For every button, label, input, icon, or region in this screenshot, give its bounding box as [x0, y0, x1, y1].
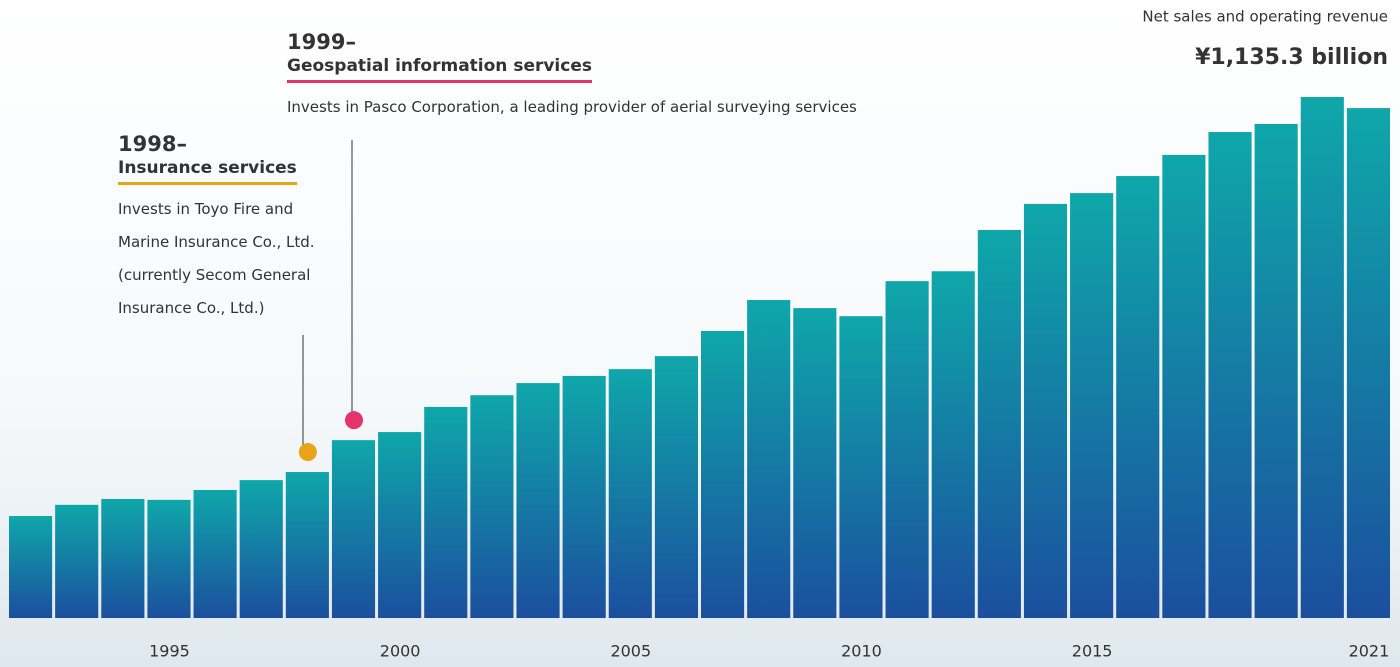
bar	[977, 229, 1021, 618]
bar	[147, 499, 191, 618]
bar	[239, 480, 283, 618]
x-tick-label: 2005	[610, 642, 651, 661]
bar	[562, 375, 606, 618]
bar	[101, 498, 145, 618]
bar	[331, 440, 376, 618]
bar	[747, 300, 791, 618]
bar	[55, 504, 99, 618]
bar	[608, 369, 652, 618]
bar	[654, 356, 698, 618]
bar	[839, 316, 883, 618]
chart-title: Net sales and operating revenue	[1142, 8, 1388, 26]
bar	[931, 271, 975, 618]
bar	[701, 331, 745, 618]
annotation-dot	[345, 411, 363, 430]
x-tick-label: 2021	[1349, 642, 1390, 661]
bar	[470, 395, 514, 618]
bar	[285, 472, 329, 618]
bar	[424, 406, 468, 618]
annotation-text: Invests in Toyo Fire and Marine Insuranc…	[118, 200, 315, 317]
annotation-year: 1999–	[287, 30, 356, 54]
bar	[1208, 132, 1252, 618]
annotation-dot	[298, 443, 317, 462]
bar	[1116, 176, 1160, 618]
bar	[1300, 97, 1344, 618]
bar	[193, 489, 237, 618]
bar	[885, 281, 929, 618]
annotation-heading: Insurance services	[118, 158, 297, 185]
x-tick-label: 1995	[149, 642, 190, 661]
annotation: 1998– Insurance services Invests in Toyo F…	[118, 130, 323, 325]
bar	[9, 516, 53, 618]
x-tick-label: 2000	[380, 642, 421, 661]
bar	[1070, 193, 1114, 618]
bar	[1254, 123, 1298, 618]
annotation-text: Invests in Pasco Corporation, a leading …	[287, 98, 857, 116]
value-label: ¥1,135.3 billion	[1195, 45, 1388, 70]
bar	[516, 383, 560, 618]
bar	[378, 432, 422, 618]
annotation-heading: Geospatial information services	[287, 56, 592, 83]
bar	[1023, 203, 1068, 618]
bar	[793, 308, 837, 618]
annotation: 1999– Geospatial information services Inve…	[287, 28, 1087, 124]
bar	[1162, 154, 1206, 619]
x-tick-label: 2010	[841, 642, 882, 661]
x-tick-label: 2015	[1072, 642, 1113, 661]
annotation-year: 1998–	[118, 132, 187, 156]
bar	[1346, 108, 1390, 619]
